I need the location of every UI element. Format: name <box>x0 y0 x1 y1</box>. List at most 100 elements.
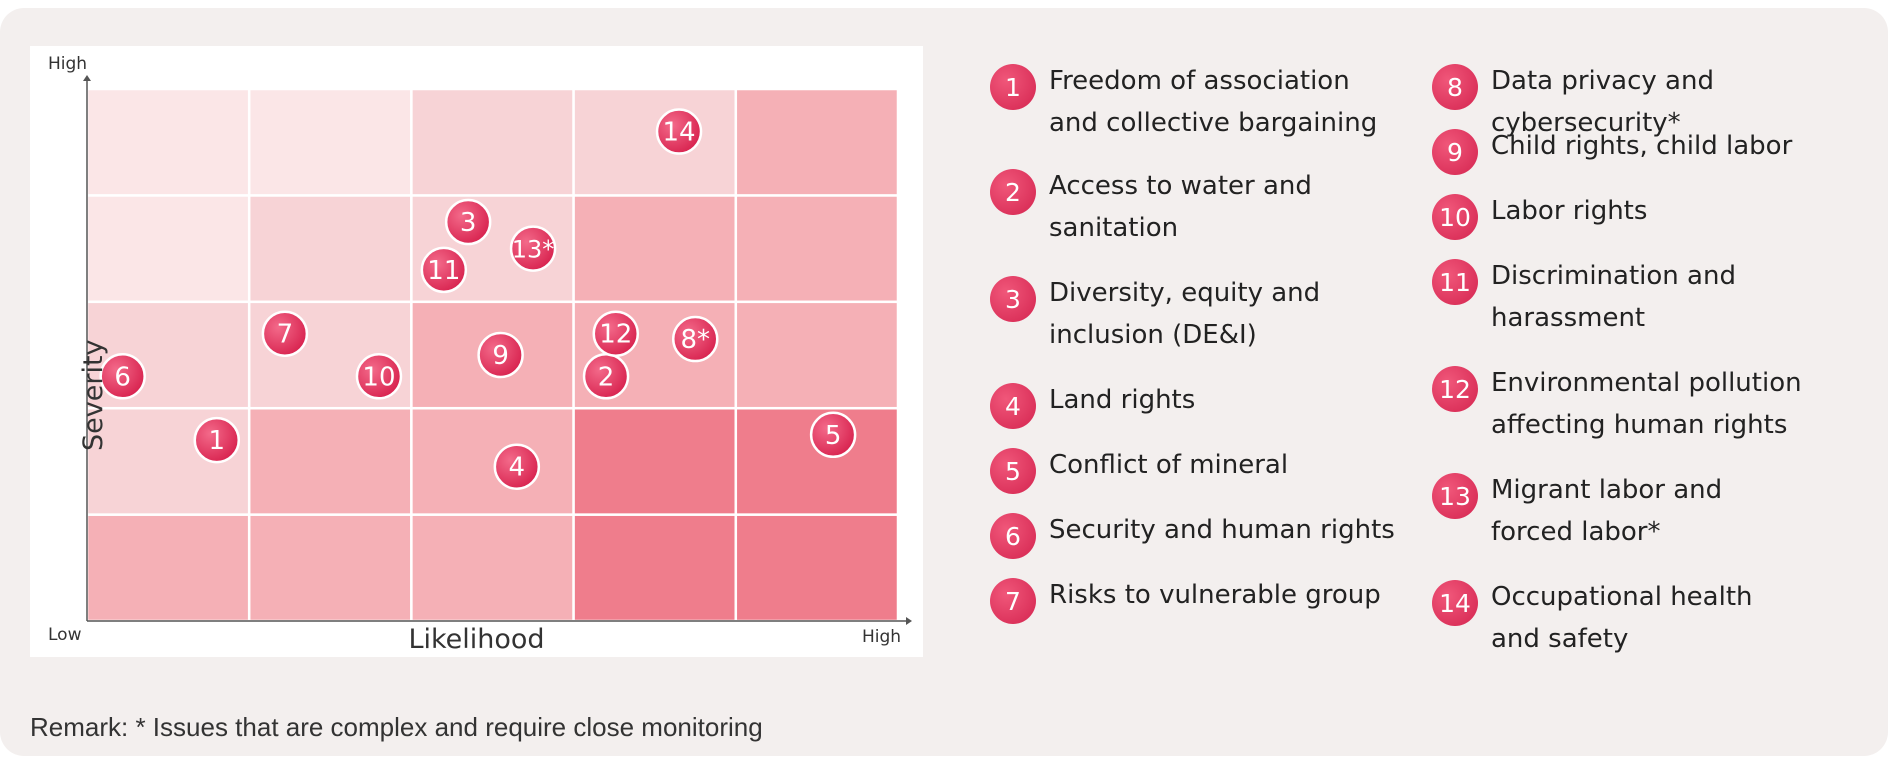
issue-marker-label: 14 <box>662 118 695 148</box>
legend-number-badge: 9 <box>1432 129 1478 175</box>
matrix-cell <box>410 513 575 623</box>
matrix-cell <box>247 87 413 197</box>
legend-label: Discrimination and harassment <box>1491 261 1736 333</box>
issue-marker-label: 12 <box>599 320 632 350</box>
issue-marker-circle <box>261 310 309 357</box>
matrix-cell <box>85 513 251 623</box>
legend-number-badge: 13 <box>1432 473 1478 519</box>
issue-marker-circle <box>672 315 719 363</box>
issue-marker-circle <box>655 108 703 155</box>
matrix-cell <box>734 87 900 197</box>
x-axis-high-label: High <box>862 627 902 647</box>
issue-marker-13-star: 13* <box>509 225 557 272</box>
risk-matrix-chart: 1 2 3 4 5 6 7 8* 9 10 11 12 13* 14 High Low High Seve… <box>30 46 923 657</box>
issue-marker-circle <box>592 310 640 357</box>
issue-marker-label: 3 <box>460 208 477 238</box>
legend-label: Land rights <box>1049 385 1196 415</box>
matrix-cell <box>572 406 738 516</box>
issue-marker-7: 7 <box>261 310 309 357</box>
matrix-cell <box>247 513 413 623</box>
issue-marker-circle <box>809 411 857 459</box>
issue-marker-6: 6 <box>99 353 146 400</box>
legend-number-badge: 14 <box>1432 580 1478 626</box>
legend-label: Security and human rights <box>1049 515 1395 545</box>
legend-item-13: 13 Migrant labor and forced labor* <box>1432 473 1722 553</box>
legend-label: Freedom of association and collective bar… <box>1049 66 1378 138</box>
legend-item-12: 12 Environmental pollution affecting human… <box>1432 366 1802 446</box>
issue-marker-circle <box>355 353 403 400</box>
legend-label: Data privacy and cybersecurity* <box>1491 66 1714 138</box>
issue-marker-label: 10 <box>362 362 395 392</box>
legend-number-badge: 11 <box>1432 259 1478 305</box>
legend-item-10: 10 Labor rights <box>1432 194 1647 240</box>
issue-marker-label: 1 <box>208 426 225 456</box>
issue-marker-label: 7 <box>277 320 294 350</box>
legend-label: Occupational health and safety <box>1491 582 1753 654</box>
legend-item-8: 8 Data privacy and cybersecurity* <box>1432 64 1888 144</box>
issue-marker-circle <box>444 198 492 246</box>
issue-marker-circle <box>509 225 557 272</box>
matrix-cell <box>734 194 900 304</box>
legend-number-badge: 7 <box>990 578 1036 624</box>
issue-marker-2: 2 <box>582 353 630 400</box>
x-axis-arrow <box>906 617 912 625</box>
issue-marker-12: 12 <box>592 310 640 357</box>
issue-marker-circle <box>493 443 541 490</box>
issue-marker-label: 13* <box>512 236 555 264</box>
matrix-cell <box>247 194 413 304</box>
issue-marker-8-star: 8* <box>672 315 719 363</box>
matrix-cell <box>734 513 900 623</box>
legend-label: Labor rights <box>1491 196 1648 226</box>
legend-number-badge: 1 <box>990 64 1036 110</box>
issue-marker-label: 9 <box>492 341 509 371</box>
legend-number-badge: 6 <box>990 513 1036 559</box>
issue-marker-label: 6 <box>114 362 131 392</box>
issue-marker-circle <box>420 246 468 294</box>
legend-item-3: 3 Diversity, equity and inclusion (DE&I) <box>990 276 1320 356</box>
y-axis-title: Severity <box>78 339 109 451</box>
legend-number-badge: 8 <box>1432 64 1478 110</box>
issue-marker-5: 5 <box>809 411 857 459</box>
issue-marker-10: 10 <box>355 353 403 400</box>
legend-item-6: 6 Security and human rights <box>990 513 1395 559</box>
issue-marker-label: 5 <box>825 421 842 451</box>
issue-marker-14: 14 <box>655 108 703 155</box>
matrix-cell <box>572 513 738 623</box>
legend-item-5: 5 Conflict of mineral <box>990 448 1288 494</box>
matrix-cell <box>85 194 251 304</box>
legend-item-2: 2 Access to water and sanitation <box>990 169 1312 249</box>
legend-label: Migrant labor and forced labor* <box>1491 475 1723 547</box>
matrix-cell <box>572 194 738 304</box>
legend-number-badge: 3 <box>990 276 1036 322</box>
issue-marker-3: 3 <box>444 198 492 246</box>
legend-label: Conflict of mineral <box>1049 450 1289 480</box>
issue-marker-11: 11 <box>420 246 468 294</box>
legend-label: Diversity, equity and inclusion (DE&I) <box>1049 278 1321 350</box>
issue-marker-circle <box>193 416 241 464</box>
matrix-cell <box>410 406 575 516</box>
issue-marker-1: 1 <box>193 416 241 464</box>
issue-marker-9: 9 <box>477 331 524 379</box>
issue-marker-label: 11 <box>427 256 460 286</box>
legend-item-9: 9 Child rights, child labor <box>1432 129 1792 175</box>
issue-marker-label: 2 <box>598 362 615 392</box>
x-axis-low-label: Low <box>48 625 82 645</box>
matrix-cell <box>572 87 738 197</box>
matrix-cell <box>734 300 900 410</box>
y-axis-high-label: High <box>48 54 88 74</box>
legend-label: Risks to vulnerable group <box>1049 580 1381 610</box>
legend-item-4: 4 Land rights <box>990 383 1195 429</box>
legend-item-7: 7 Risks to vulnerable group <box>990 578 1381 624</box>
issue-marker-label: 4 <box>509 453 526 483</box>
legend-number-badge: 5 <box>990 448 1036 494</box>
remark-note: Remark: * Issues that are complex and re… <box>30 712 763 742</box>
matrix-cell <box>410 87 575 197</box>
legend-number-badge: 12 <box>1432 366 1478 412</box>
issue-marker-4: 4 <box>493 443 541 490</box>
legend-item-14: 14 Occupational health and safety <box>1432 580 1753 660</box>
issue-marker-circle <box>99 353 146 400</box>
legend-label: Access to water and sanitation <box>1049 171 1312 243</box>
legend-item-11: 11 Discrimination and harassment <box>1432 259 1736 339</box>
legend-item-1: 1 Freedom of association and collective ba… <box>990 64 1377 144</box>
